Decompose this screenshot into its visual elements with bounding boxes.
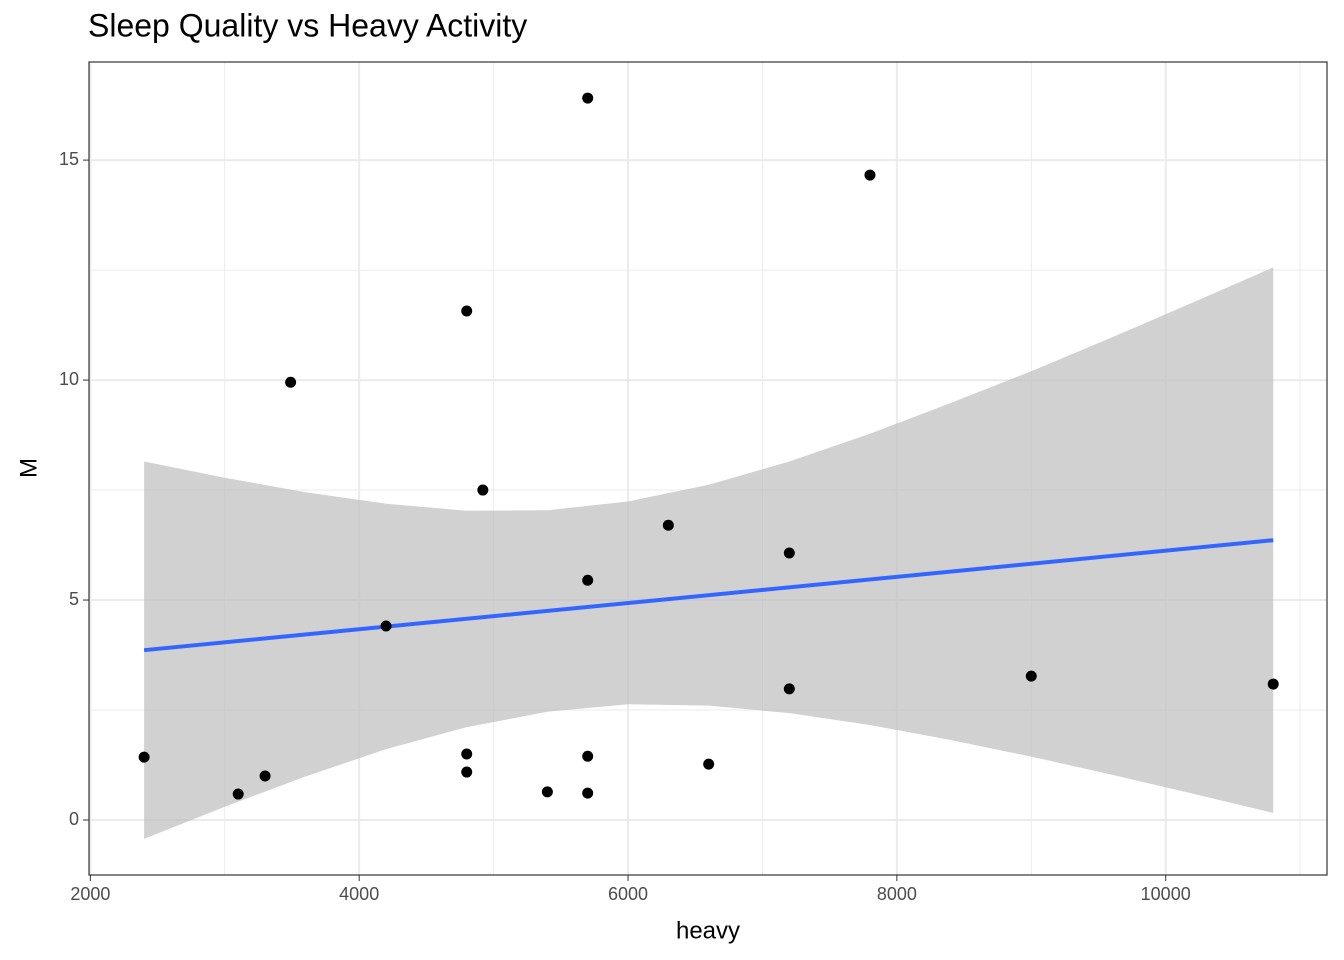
point [259, 770, 271, 782]
point [1025, 670, 1037, 682]
x-axis-label: heavy [676, 917, 740, 944]
x-tick-label: 2000 [70, 884, 110, 904]
point [864, 169, 876, 181]
point [783, 547, 795, 559]
point [783, 683, 795, 695]
point [541, 786, 553, 798]
point [461, 748, 473, 760]
y-tick-label: 10 [59, 369, 79, 389]
x-tick-label: 6000 [608, 884, 648, 904]
point [582, 787, 594, 799]
point [138, 751, 150, 763]
point [582, 574, 594, 586]
point [582, 750, 594, 762]
point [232, 788, 244, 800]
panel-border [88, 61, 1328, 876]
confidence-band [144, 267, 1274, 839]
point [703, 758, 715, 770]
point [380, 620, 392, 632]
y-axis-label: M [15, 458, 42, 478]
y-tick-label: 5 [69, 589, 79, 609]
trend-line [143, 538, 1274, 653]
y-tick-label: 0 [69, 809, 79, 829]
point [461, 766, 473, 778]
x-tick-label: 8000 [877, 884, 917, 904]
y-tick-label: 15 [59, 149, 79, 169]
point [1267, 678, 1279, 690]
x-tick-label: 10000 [1141, 884, 1191, 904]
x-tick-label: 4000 [339, 884, 379, 904]
point [477, 484, 489, 496]
point [662, 519, 674, 531]
point [461, 305, 473, 317]
chart-title: Sleep Quality vs Heavy Activity [88, 7, 527, 43]
point [285, 376, 297, 388]
point [582, 92, 594, 104]
